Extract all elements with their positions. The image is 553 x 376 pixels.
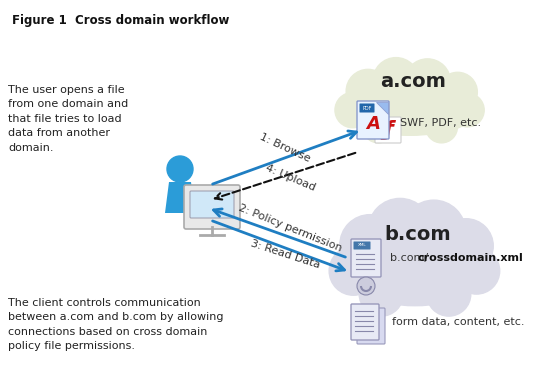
Circle shape: [363, 111, 394, 143]
Circle shape: [359, 272, 403, 316]
Circle shape: [404, 59, 451, 105]
Ellipse shape: [340, 230, 490, 306]
Text: SWF, PDF, etc.: SWF, PDF, etc.: [400, 118, 481, 128]
Polygon shape: [376, 102, 388, 114]
Circle shape: [335, 92, 371, 128]
Circle shape: [368, 199, 432, 262]
FancyBboxPatch shape: [357, 101, 389, 139]
Text: The user opens a file
from one domain and
that file tries to load
data from anot: The user opens a file from one domain an…: [8, 85, 128, 153]
Text: PDF: PDF: [362, 106, 372, 111]
Ellipse shape: [340, 81, 480, 135]
FancyBboxPatch shape: [184, 185, 240, 229]
Polygon shape: [165, 182, 195, 213]
FancyBboxPatch shape: [351, 304, 379, 340]
FancyBboxPatch shape: [351, 239, 381, 277]
Text: A: A: [366, 115, 380, 133]
Text: form data, content, etc.: form data, content, etc.: [392, 317, 524, 327]
Text: crossdomain.xml: crossdomain.xml: [417, 253, 523, 263]
Circle shape: [346, 69, 390, 113]
Circle shape: [427, 272, 471, 316]
Text: The client controls communication
between a.com and b.com by allowing
connection: The client controls communication betwee…: [8, 298, 223, 351]
Circle shape: [402, 200, 466, 264]
Circle shape: [340, 215, 400, 275]
FancyBboxPatch shape: [190, 191, 234, 218]
Circle shape: [453, 248, 500, 294]
Text: 4: Upload: 4: Upload: [264, 163, 316, 193]
Circle shape: [329, 247, 378, 295]
Text: 3: Read Data: 3: Read Data: [249, 238, 321, 270]
FancyBboxPatch shape: [375, 117, 401, 143]
Text: 1: Browse: 1: Browse: [258, 132, 312, 164]
Circle shape: [438, 72, 477, 112]
Circle shape: [439, 219, 493, 273]
FancyBboxPatch shape: [359, 103, 374, 112]
FancyBboxPatch shape: [357, 308, 385, 344]
Text: b.com: b.com: [385, 225, 451, 244]
Circle shape: [357, 277, 375, 295]
Text: Figure 1  Cross domain workflow: Figure 1 Cross domain workflow: [12, 14, 229, 27]
Text: XML: XML: [358, 244, 366, 247]
Circle shape: [373, 58, 419, 104]
Text: ƒ: ƒ: [383, 120, 393, 140]
FancyBboxPatch shape: [353, 241, 371, 250]
Text: 2: Policy permission: 2: Policy permission: [237, 203, 343, 253]
Circle shape: [451, 93, 484, 127]
Circle shape: [426, 111, 457, 143]
Text: b.com/: b.com/: [390, 253, 428, 263]
Text: a.com: a.com: [380, 72, 446, 91]
Circle shape: [167, 156, 193, 182]
